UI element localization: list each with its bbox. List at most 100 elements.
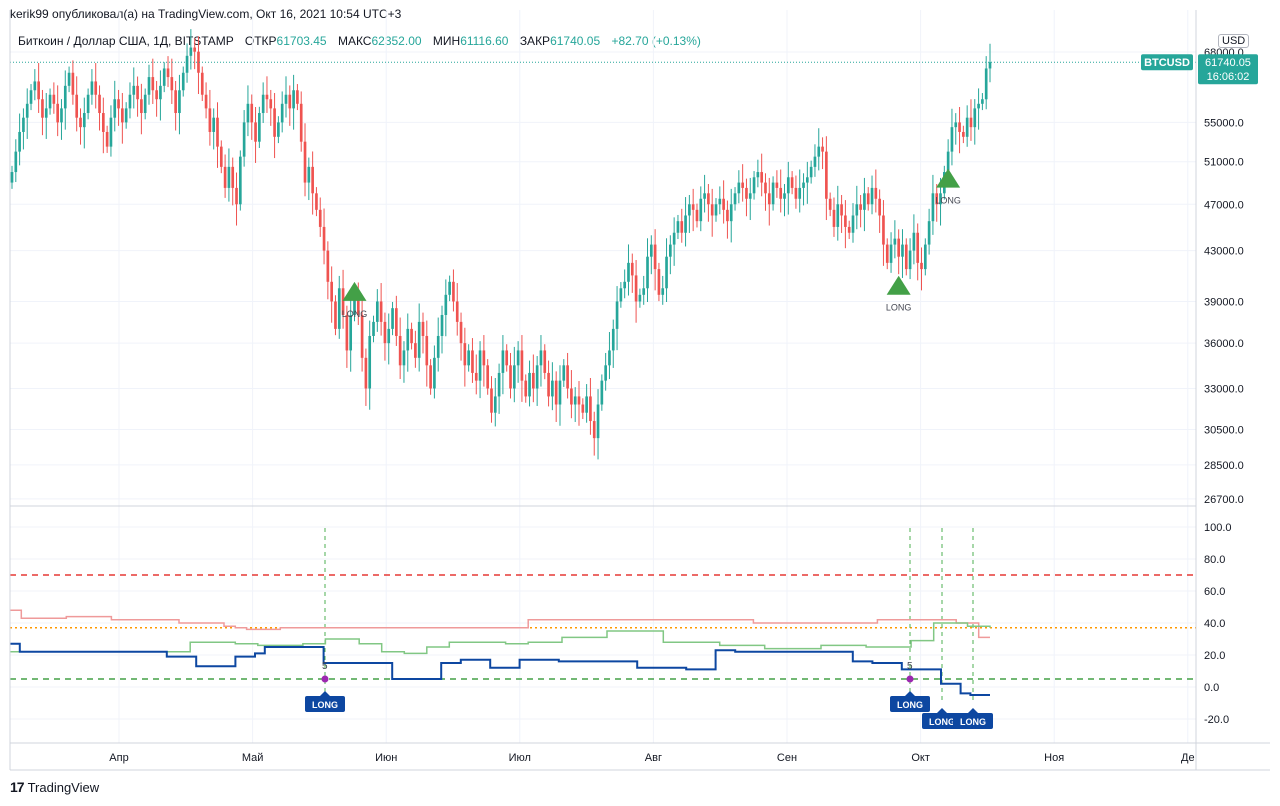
candle-body <box>273 108 276 137</box>
candle-body <box>60 108 63 123</box>
candle-body <box>634 275 638 302</box>
candle-body <box>303 141 307 183</box>
signal-dot <box>321 675 329 683</box>
candle-body <box>383 321 387 344</box>
candle-body <box>703 193 706 199</box>
candle-body <box>185 55 189 73</box>
candle-body <box>143 94 147 114</box>
close-value: 61740.05 <box>550 34 601 48</box>
candle-body <box>916 232 920 263</box>
candle-body <box>349 314 353 351</box>
candle-body <box>238 156 242 205</box>
osc-series-blue <box>10 642 990 696</box>
candle-body <box>284 94 288 104</box>
price-tick-label: 33000.0 <box>1204 383 1244 395</box>
candle-body <box>619 288 623 302</box>
candle-body <box>497 372 501 397</box>
candle-body <box>37 81 40 100</box>
candle-body <box>101 113 105 132</box>
candle-body <box>71 72 75 95</box>
candle-body <box>600 380 604 405</box>
candle-body <box>151 77 155 91</box>
candle-body <box>136 85 139 100</box>
symbol-name[interactable]: Биткоин / Доллар США, 1Д, BITSTAMP <box>18 34 234 48</box>
candle-body <box>345 314 349 351</box>
candle-body <box>512 365 516 389</box>
candle-body <box>752 177 756 194</box>
candle-body <box>851 215 855 233</box>
candle-body <box>14 151 18 173</box>
candle-body <box>25 103 29 118</box>
candle-body <box>48 94 52 109</box>
osc-tick-label: 40.0 <box>1204 618 1225 630</box>
ticker-tag-bg <box>1141 54 1193 71</box>
pane-frame <box>9 10 1270 771</box>
candle-body <box>863 193 866 210</box>
candle-body <box>688 204 691 216</box>
candle-body <box>954 122 958 128</box>
long-marker-triangle <box>886 275 911 295</box>
candle-body <box>908 250 912 270</box>
candles <box>10 29 1196 460</box>
candle-body <box>828 198 832 210</box>
candle-body <box>859 204 862 210</box>
candle-body <box>554 380 558 405</box>
candle-body <box>630 262 634 276</box>
signal-count: 5 <box>907 661 913 672</box>
candle-body <box>159 85 162 100</box>
high-value: 62352.00 <box>371 34 422 48</box>
candle-body <box>577 396 581 405</box>
candle-body <box>661 288 665 295</box>
candle-body <box>463 343 467 366</box>
candle-body <box>729 204 733 222</box>
candle-body <box>261 94 265 114</box>
candle-body <box>246 103 250 123</box>
candle-body <box>391 308 394 329</box>
candle-body <box>360 314 364 358</box>
candle-body <box>783 193 786 199</box>
candle-body <box>121 108 124 123</box>
signal-label-bg <box>890 696 930 712</box>
candle-body <box>250 103 254 123</box>
candle-body <box>254 122 257 142</box>
candle-body <box>535 365 539 389</box>
candle-body <box>471 350 474 373</box>
candle-body <box>128 94 132 109</box>
candle-body <box>292 90 295 109</box>
candle-body <box>794 187 798 199</box>
candle-body <box>147 77 151 95</box>
currency-selector[interactable]: USD <box>1218 34 1250 48</box>
candle-body <box>387 328 391 344</box>
price-tick-label: 51000.0 <box>1204 157 1244 169</box>
candle-body <box>714 204 718 216</box>
ticker-tag-text: BTCUSD <box>1144 57 1190 69</box>
candle-body <box>684 215 687 233</box>
candle-body <box>722 198 725 210</box>
candle-body <box>737 182 741 194</box>
candle-body <box>311 166 314 194</box>
osc-series-green <box>10 622 991 655</box>
candle-body <box>935 193 939 205</box>
signal-label-pointer <box>320 691 330 696</box>
candle-body <box>429 365 432 389</box>
candle-body <box>756 172 760 178</box>
signal-label-pointer <box>905 691 915 696</box>
candle-body <box>219 146 223 167</box>
candle-body <box>455 301 459 322</box>
candle-body <box>988 62 992 69</box>
candle-body <box>931 193 935 222</box>
candle-body <box>745 187 748 199</box>
signal-label-pointer <box>968 708 978 713</box>
candle-body <box>680 221 684 233</box>
candle-body <box>459 321 463 344</box>
candle-body <box>474 372 478 381</box>
candle-body <box>197 51 200 73</box>
candle-body <box>417 321 421 358</box>
candle-body <box>604 365 607 381</box>
candle-body <box>395 308 398 336</box>
candle-body <box>117 99 120 109</box>
price-tag-bg <box>1198 54 1258 85</box>
high-label: МАКС <box>337 34 372 48</box>
osc-tick-label: 80.0 <box>1204 554 1225 566</box>
